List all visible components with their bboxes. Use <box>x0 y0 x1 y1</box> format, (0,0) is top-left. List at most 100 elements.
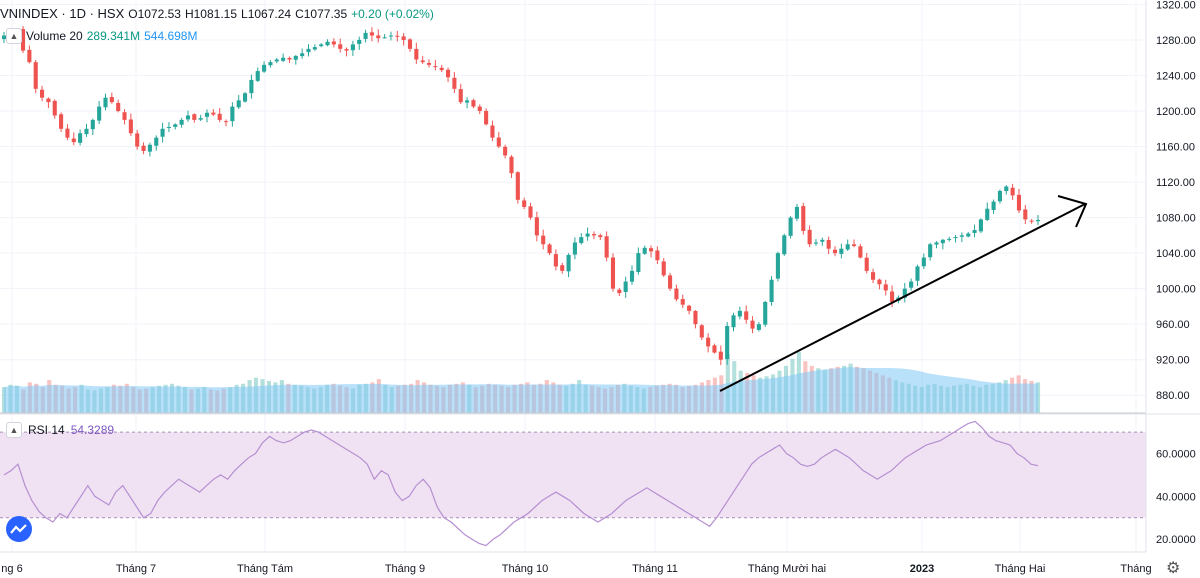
candle-body <box>604 236 609 258</box>
price-tick-label: 1040.00 <box>1156 248 1196 260</box>
rsi-value: 54.3289 <box>70 423 115 437</box>
candle-body <box>433 66 438 68</box>
candle-body <box>693 310 698 325</box>
candle-body <box>103 97 108 108</box>
candle-body <box>629 270 635 282</box>
candle-body <box>756 324 761 330</box>
candle-body <box>376 35 381 39</box>
candle-body <box>154 137 159 146</box>
main-legend: VNINDEX · 1D · HSX O1072.53 H1081.15 L10… <box>0 6 434 21</box>
price-tick-label: 960.00 <box>1156 319 1190 331</box>
price-tick-label: 1320.00 <box>1156 0 1196 11</box>
candle-body <box>712 345 717 353</box>
candle-body <box>832 249 838 254</box>
rsi-axis: 60.0000 40.0000 20.0000 <box>1156 449 1196 547</box>
time-tick-label: Tháng 10 <box>502 563 548 575</box>
trend-arrow[interactable] <box>719 195 1088 392</box>
price-tick-label: 1280.00 <box>1156 35 1196 47</box>
candle-body <box>179 119 184 125</box>
candle-body <box>547 244 552 254</box>
candle-body <box>775 253 780 279</box>
candle-body <box>934 242 939 245</box>
candle-body <box>680 299 685 305</box>
candle-body <box>1023 209 1028 220</box>
tradingview-logo-icon[interactable] <box>6 516 32 542</box>
candle-body <box>255 71 260 81</box>
time-tick-label: Tháng 11 <box>632 563 678 575</box>
symbol-label[interactable]: VNINDEX · 1D · HSX <box>0 6 125 21</box>
candle-body <box>319 44 324 47</box>
price-tick-label: 1080.00 <box>1156 213 1196 225</box>
rsi-line <box>3 420 1039 547</box>
price-tick-label: 920.00 <box>1156 355 1190 367</box>
candle-body <box>109 97 114 103</box>
candle-body <box>820 239 825 242</box>
candle-body <box>198 118 203 120</box>
chevron-up-icon[interactable]: ▲ <box>6 422 22 438</box>
candle-body <box>287 57 292 60</box>
candle-body <box>236 100 241 108</box>
candle-body <box>699 325 704 338</box>
candle-body <box>966 233 971 237</box>
candle-body <box>369 32 374 36</box>
candle-body <box>623 281 628 292</box>
candle-body <box>851 244 857 247</box>
candle-body <box>407 39 413 49</box>
candle-body <box>668 275 673 289</box>
chevron-up-icon[interactable]: ▲ <box>6 28 22 44</box>
candle-body <box>293 55 298 60</box>
price-tick-label: 1160.00 <box>1156 142 1195 154</box>
candle-body <box>991 201 996 210</box>
candle-body <box>591 234 596 236</box>
low-value: L1067.24 <box>241 6 292 21</box>
price-tick-label: 1120.00 <box>1156 177 1195 189</box>
candle-body <box>211 112 216 115</box>
candle-body <box>674 288 679 300</box>
candle-body <box>338 44 343 49</box>
candle-body <box>223 121 229 123</box>
candle-body <box>192 114 197 120</box>
rsi-tick-label: 60.0000 <box>1156 449 1196 461</box>
candle-body <box>782 235 787 255</box>
candle-body <box>1016 194 1022 211</box>
candle-body <box>243 93 248 102</box>
candle-body <box>84 128 89 135</box>
candle-body <box>426 62 432 65</box>
price-tick-label: 880.00 <box>1156 390 1190 402</box>
candle-body <box>446 69 451 78</box>
volume-legend: ▲ Volume 20 289.341M 544.698M <box>6 28 197 44</box>
candle-body <box>414 48 419 60</box>
volume-label: Volume 20 <box>26 29 83 43</box>
candle-body <box>813 242 819 244</box>
candle-body <box>648 248 654 252</box>
time-tick-label: ng 6 <box>1 563 22 575</box>
candle-body <box>509 156 514 174</box>
gear-icon[interactable]: ⚙ <box>1166 560 1181 577</box>
candle-body <box>598 235 603 238</box>
candle-body <box>388 35 394 37</box>
candle-body <box>503 146 508 156</box>
price-tick-label: 1240.00 <box>1156 70 1196 82</box>
candle-body <box>845 244 850 250</box>
candle-body <box>90 119 95 130</box>
rsi-legend: ▲ RSI 14 54.3289 <box>6 422 114 438</box>
candle-body <box>382 37 387 39</box>
candle-body <box>262 64 267 72</box>
candle-body <box>978 219 983 232</box>
candle-body <box>185 115 191 120</box>
candle-body <box>135 133 140 147</box>
candle-body <box>363 32 368 39</box>
rsi-tick-label: 40.0000 <box>1156 491 1196 503</box>
change-value: +0.20 (+0.02%) <box>351 6 434 21</box>
candle-body <box>496 137 501 147</box>
candle-body <box>97 106 102 121</box>
candle-body <box>725 325 730 360</box>
candle-body <box>617 289 622 294</box>
candle-body <box>33 62 38 89</box>
candle-body <box>357 39 362 44</box>
candle-body <box>585 233 590 237</box>
candle-body <box>331 41 336 45</box>
candle-body <box>515 172 520 200</box>
candle-body <box>541 235 546 245</box>
